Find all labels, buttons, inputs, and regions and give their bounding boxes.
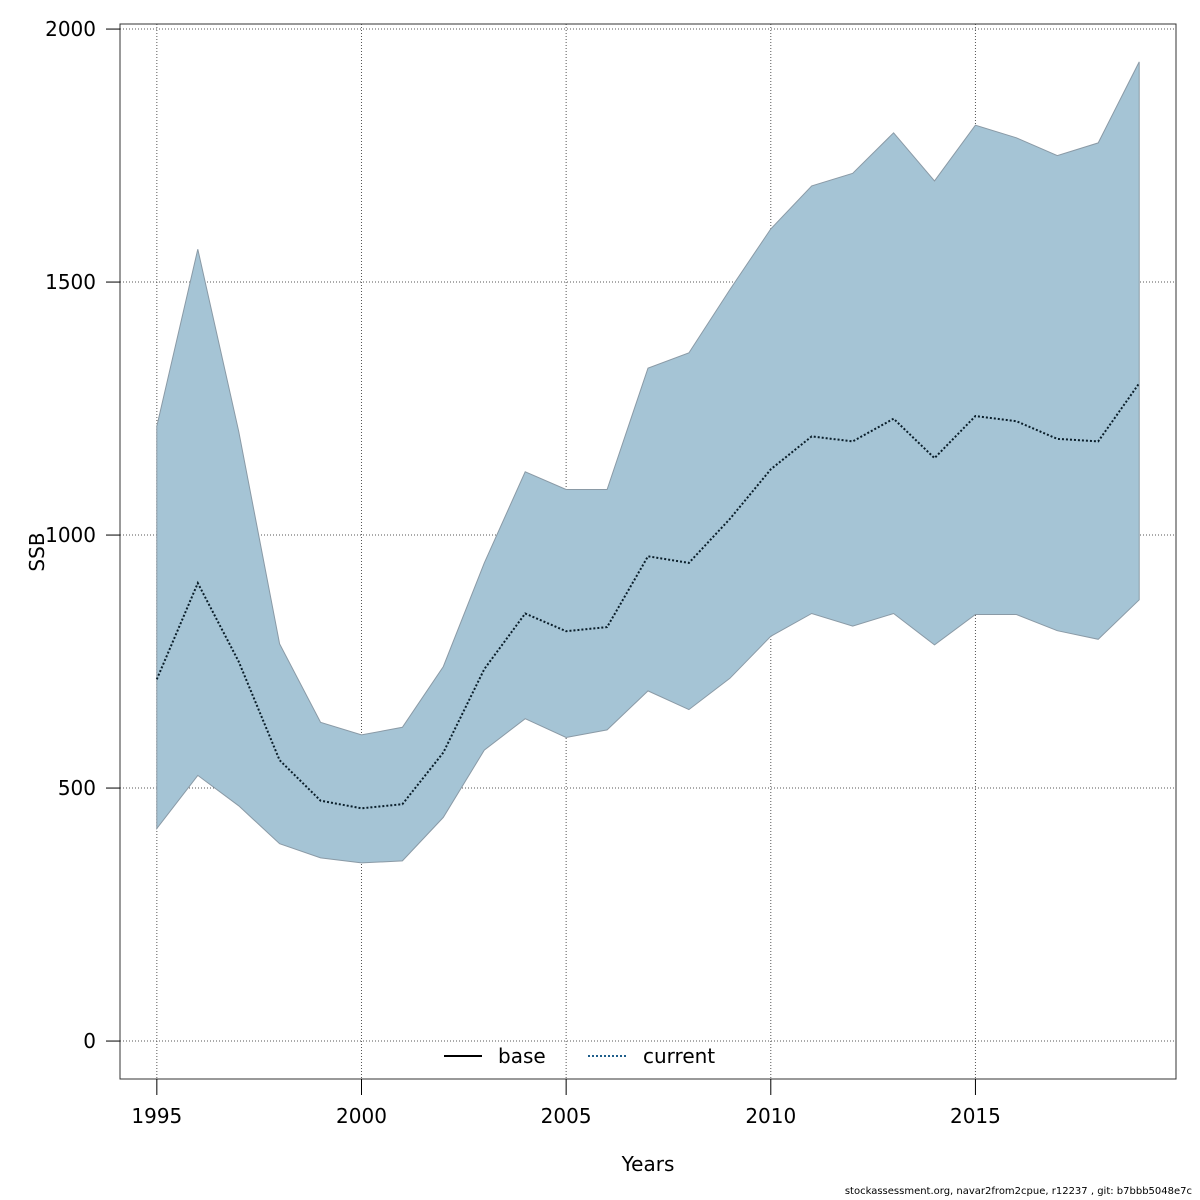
- x-axis-label: Years: [621, 1152, 675, 1176]
- plot-frame: [119, 23, 1177, 1080]
- legend-label-base: base: [498, 1044, 546, 1068]
- x-tick-label-2005: 2005: [541, 1104, 592, 1128]
- y-tick-label-500: 500: [58, 776, 96, 800]
- y-tick-label-2000: 2000: [45, 17, 96, 41]
- x-tick-label-1995: 1995: [131, 1104, 182, 1128]
- y-tick-label-1500: 1500: [45, 270, 96, 294]
- legend-label-current: current: [643, 1044, 715, 1068]
- x-tick-label-2015: 2015: [950, 1104, 1001, 1128]
- series-line-current: [155, 382, 1141, 810]
- y-axis-label: SSB: [25, 532, 49, 571]
- x-tick-label-2010: 2010: [745, 1104, 796, 1128]
- x-tick-label-2000: 2000: [336, 1104, 387, 1128]
- footer-credit: stockassessment.org, navar2from2cpue, r1…: [844, 1186, 1192, 1197]
- y-tick-label-0: 0: [83, 1029, 96, 1053]
- legend: base current: [444, 1044, 715, 1068]
- y-tick-label-1000: 1000: [45, 523, 96, 547]
- x-axis: 1995 2000 2005 2010 2015: [131, 1079, 1001, 1128]
- confidence-band: [156, 61, 1140, 864]
- y-axis: 0 500 1000 1500 2000: [45, 17, 120, 1053]
